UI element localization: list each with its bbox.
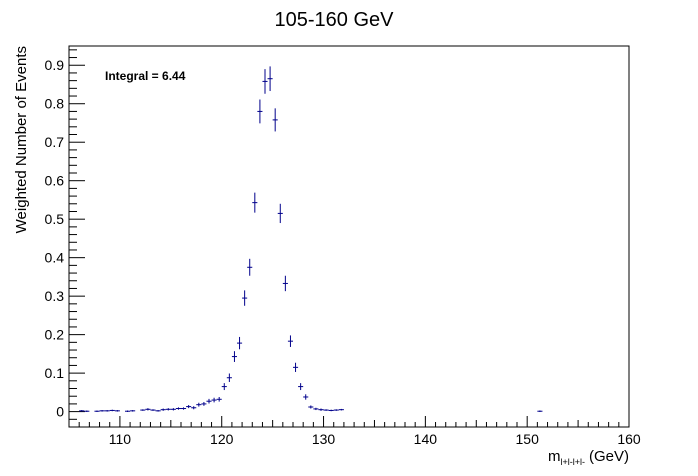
data-point (99, 410, 105, 412)
data-point (186, 405, 192, 409)
data-point (201, 401, 207, 406)
data-point (216, 396, 222, 402)
integral-annotation: Integral = 6.44 (105, 69, 186, 83)
data-points (79, 66, 543, 412)
data-point (282, 275, 288, 292)
y-tick-label: 0.7 (45, 134, 65, 150)
data-point (221, 383, 227, 391)
data-point (150, 409, 156, 411)
data-point (262, 69, 268, 94)
x-tick-label: 130 (312, 431, 336, 447)
y-tick-label: 0 (56, 404, 64, 420)
y-tick-label: 0.2 (45, 327, 65, 343)
data-point (257, 99, 263, 124)
x-tick-label: 120 (210, 431, 234, 447)
y-tick-label: 0.3 (45, 288, 65, 304)
data-point (338, 408, 344, 411)
data-point (318, 408, 324, 411)
y-tick-label: 0.1 (45, 365, 65, 381)
data-point (277, 203, 283, 224)
x-tick-label: 160 (617, 431, 641, 447)
data-point (267, 66, 273, 92)
axes: 110 120 130 140 150 160 0 0.1 0.2 0.3 0.4 0.5 0.6 0.7… (45, 49, 641, 447)
data-point (287, 335, 293, 347)
data-point (165, 408, 171, 411)
data-point (175, 407, 181, 410)
data-point (181, 407, 187, 410)
data-point (79, 410, 85, 412)
plot-frame (68, 45, 630, 428)
data-point (104, 410, 110, 412)
x-tick-label: 150 (516, 431, 540, 447)
data-point (252, 192, 258, 213)
data-point (196, 402, 202, 407)
data-point (109, 409, 115, 412)
x-axis-label: ml+l-l+l- (GeV) (548, 448, 629, 467)
data-point (155, 410, 161, 412)
data-point (206, 398, 212, 404)
x-axis-label-unit: (GeV) (589, 448, 629, 465)
x-axis-label-subscript: l+l-l+l- (560, 457, 585, 467)
data-point (242, 290, 248, 306)
data-point (333, 409, 339, 411)
x-tick-label: 140 (414, 431, 438, 447)
x-axis-label-main: m (548, 448, 561, 465)
data-point (94, 410, 100, 412)
data-point (114, 410, 120, 412)
data-point (231, 351, 237, 362)
data-point (237, 336, 243, 350)
data-point (145, 408, 151, 411)
y-axis-label: Weighted Number of Events (13, 46, 30, 233)
data-point (211, 397, 217, 403)
data-point (130, 410, 136, 412)
data-point (140, 409, 146, 411)
data-point (293, 362, 299, 372)
y-tick-label: 0.9 (45, 57, 65, 73)
data-point (170, 408, 176, 411)
data-point (125, 410, 131, 412)
y-tick-label: 0.5 (45, 211, 65, 227)
data-point (303, 394, 309, 400)
data-point (191, 406, 197, 410)
x-tick-label: 110 (109, 431, 132, 447)
chart-title: 105-160 GeV (275, 9, 395, 31)
data-point (160, 408, 166, 411)
y-tick-label: 0.8 (45, 96, 65, 112)
data-point (323, 409, 329, 411)
data-point (328, 409, 334, 412)
data-point (537, 410, 543, 412)
data-point (313, 407, 319, 411)
y-tick-label: 0.6 (45, 173, 65, 189)
y-tick-label: 0.4 (45, 250, 65, 266)
data-point (298, 383, 304, 391)
data-point (272, 108, 278, 132)
data-point (247, 258, 253, 276)
data-point (84, 410, 90, 412)
data-point (226, 373, 232, 382)
data-point (308, 405, 314, 409)
